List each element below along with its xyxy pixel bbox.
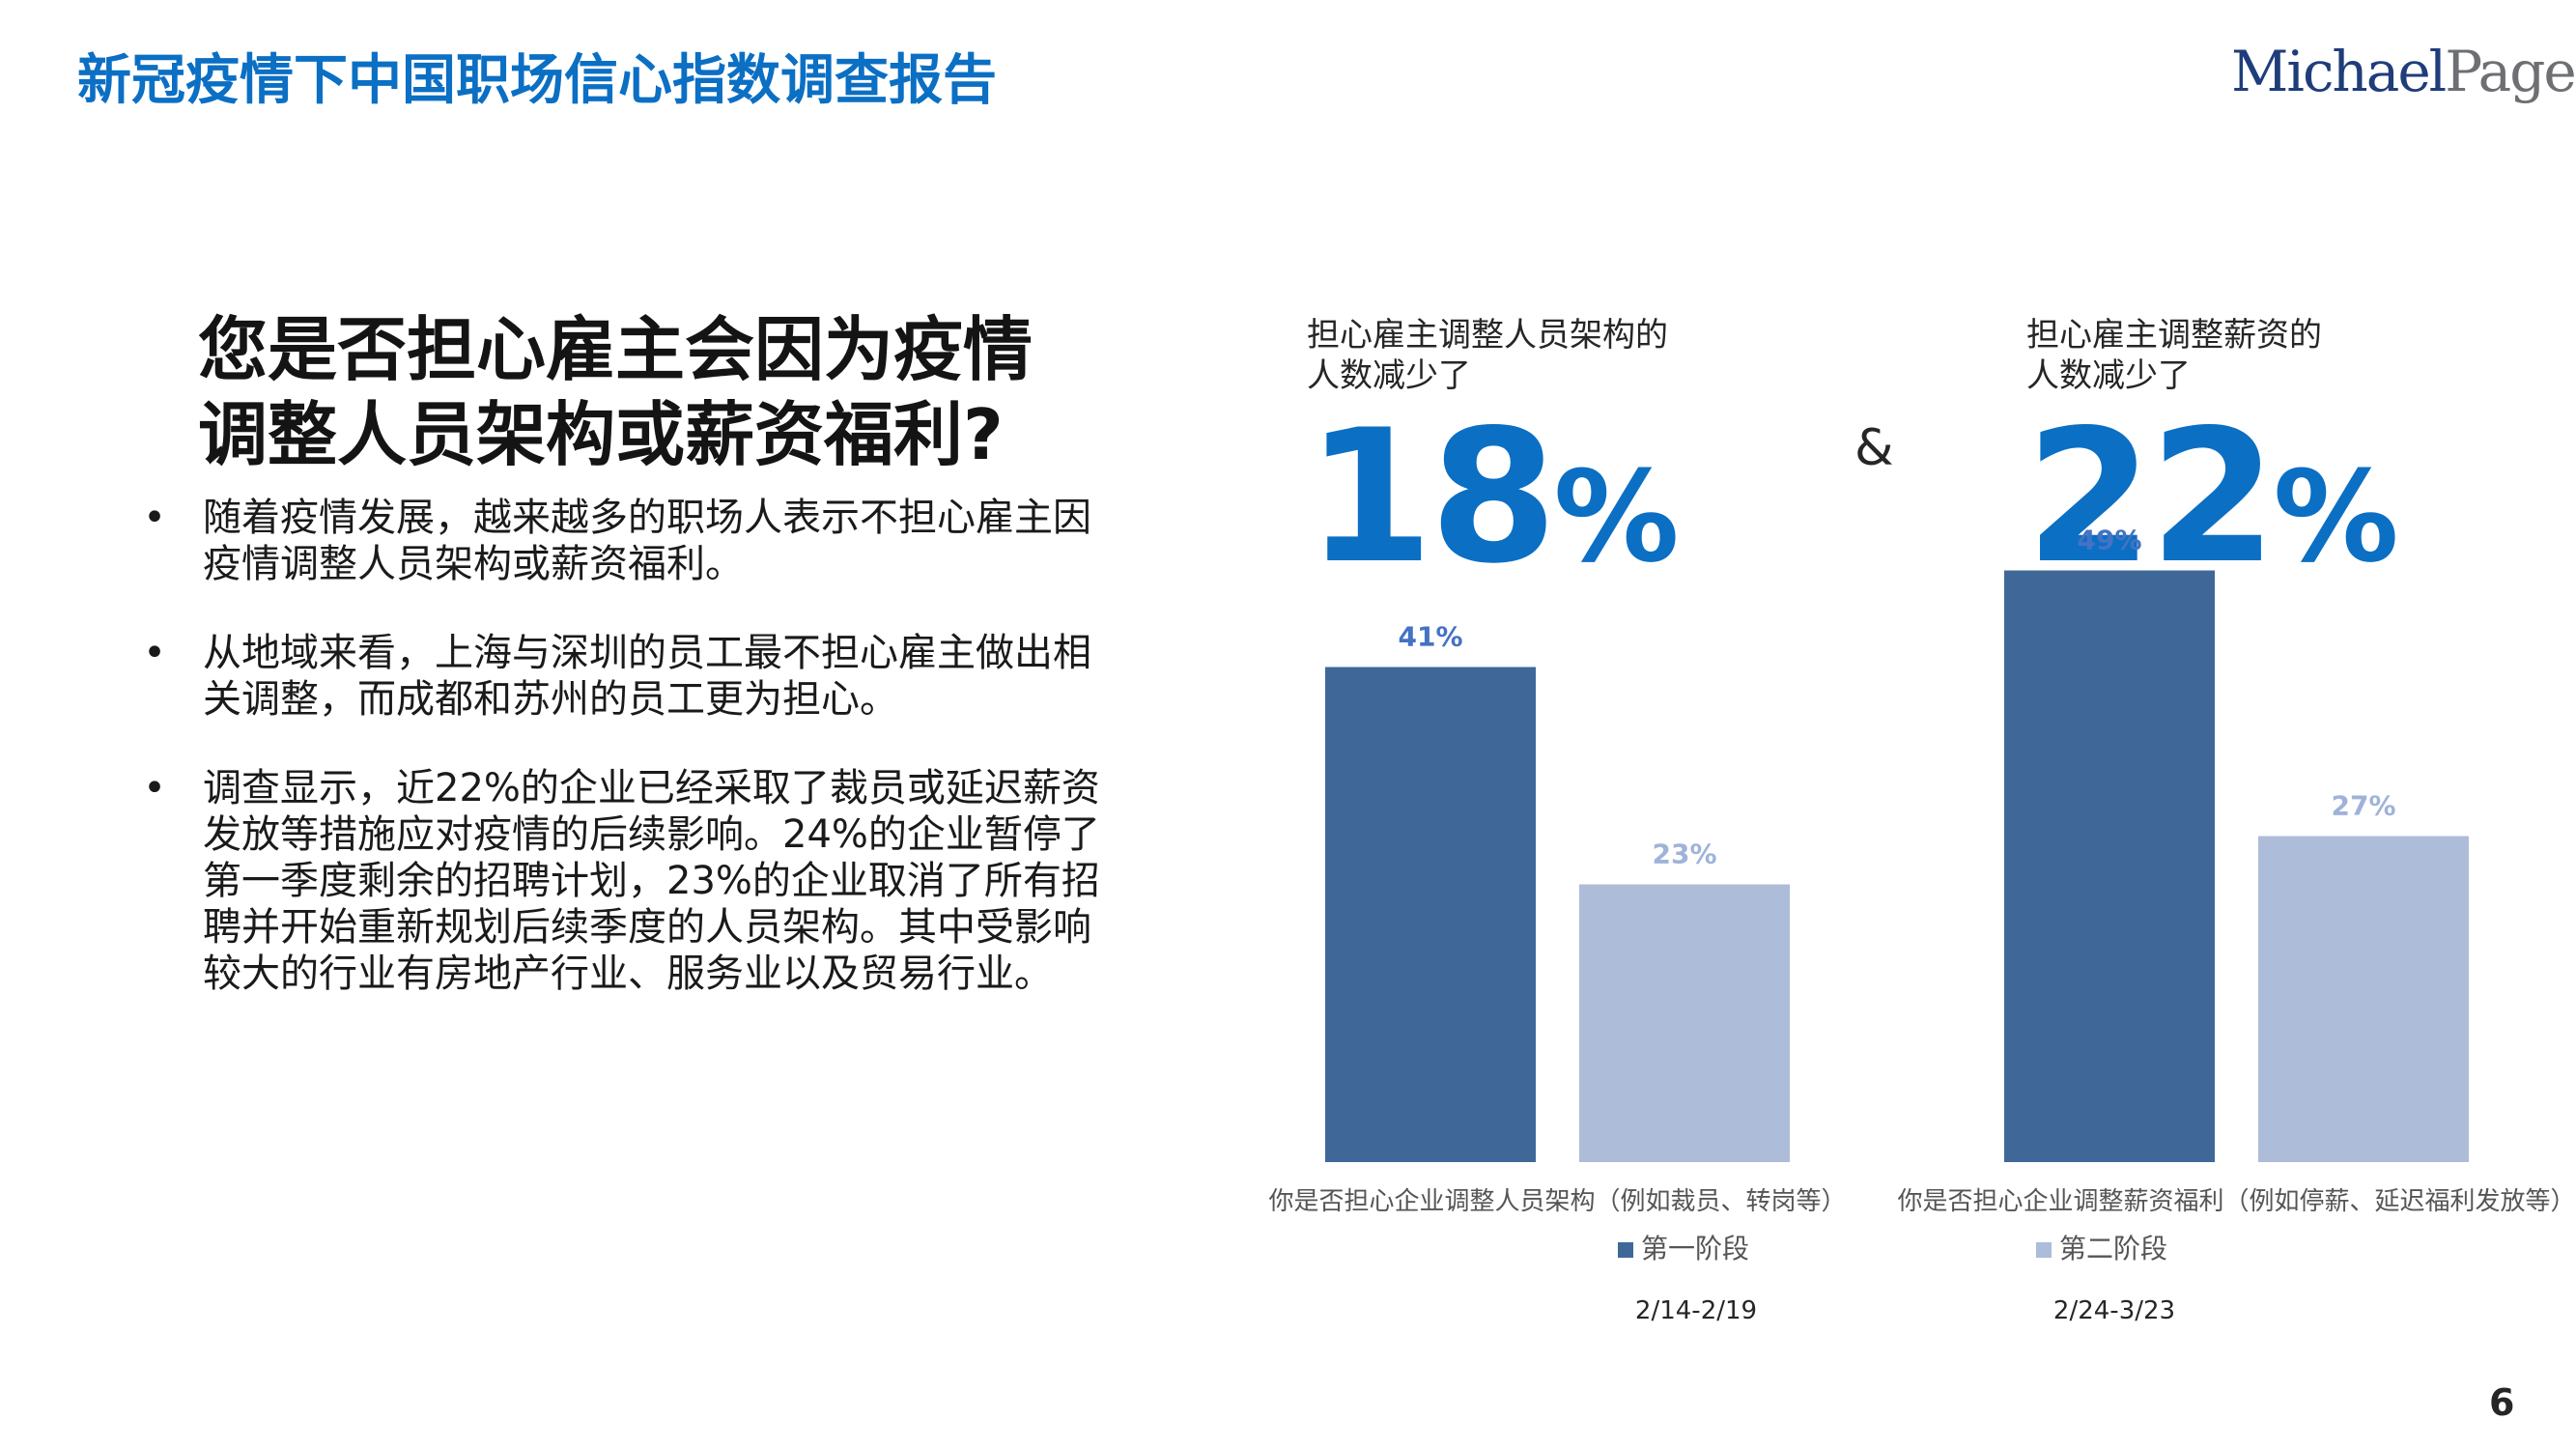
period-label: 2/24-3/23	[2053, 1296, 2175, 1325]
kpi-number: 22	[2025, 390, 2277, 604]
logo-sub-text: Page	[2445, 39, 2576, 104]
bar-value-label: 27%	[2331, 790, 2395, 822]
bar-value-label: 23%	[1652, 838, 1716, 870]
bar	[2004, 570, 2215, 1162]
period-label: 2/14-2/19	[1635, 1296, 1757, 1325]
bullet-line: 聘并开始重新规划后续季度的人员架构。其中受影响	[203, 905, 1091, 950]
bullet-item: • 随着疫情发展，越来越多的职场人表示不担心雇主因 疫情调整人员架构或薪资福利。	[135, 495, 1101, 587]
bullet-line: 第一季度剩余的招聘计划，23%的企业取消了所有招	[203, 859, 1100, 903]
question-line: 调整人员架构或薪资福利?	[198, 394, 1004, 475]
category-label: 你是否担心企业调整薪资福利（例如停薪、延迟福利发放等）	[1897, 1187, 2575, 1216]
question-line: 您是否担心雇主会因为疫情	[198, 309, 1033, 390]
bar-value-label: 41%	[1398, 621, 1462, 653]
kpi-value-salary: 22%	[2025, 406, 2399, 589]
legend-swatch	[1618, 1242, 1633, 1258]
page-number: 6	[2489, 1381, 2515, 1424]
legend-label: 第二阶段	[2059, 1233, 2167, 1264]
bar-value-label: 49%	[2077, 525, 2141, 556]
bullet-line: 发放等措施应对疫情的后续影响。24%的企业暂停了	[203, 812, 1100, 857]
bullet-line: 关调整，而成都和苏州的员工更为担心。	[203, 677, 898, 722]
question-heading: 您是否担心雇主会因为疫情 调整人员架构或薪资福利?	[198, 307, 1067, 477]
bullet-item: • 调查显示，近22%的企业已经采取了裁员或延迟薪资 发放等措施应对疫情的后续影…	[135, 765, 1101, 997]
michael-page-logo: MichaelPage	[2231, 39, 2576, 104]
kpi-label-line: 人数减少了	[1307, 356, 1471, 395]
kpi-unit: %	[2273, 443, 2399, 590]
kpi-unit: %	[1553, 443, 1680, 590]
kpi-number: 18	[1306, 390, 1557, 604]
bullet-line: 疫情调整人员架构或薪资福利。	[203, 542, 744, 586]
bar	[2258, 836, 2469, 1162]
bullet-line: 较大的行业有房地产行业、服务业以及贸易行业。	[203, 952, 1053, 996]
kpi-label-line: 担心雇主调整人员架构的	[1307, 316, 1668, 355]
bullet-item: • 从地域来看，上海与深圳的员工最不担心雇主做出相 关调整，而成都和苏州的员工更…	[135, 630, 1101, 723]
bullet-dot: •	[143, 496, 166, 540]
legend-swatch	[2036, 1242, 2052, 1258]
kpi-label-line: 担心雇主调整薪资的	[2026, 316, 2322, 355]
category-label: 你是否担心企业调整人员架构（例如裁员、转岗等）	[1268, 1187, 1846, 1216]
bullet-line: 调查显示，近22%的企业已经采取了裁员或延迟薪资	[203, 766, 1100, 810]
legend-label: 第一阶段	[1641, 1233, 1749, 1264]
kpi-value-structure: 18%	[1306, 406, 1680, 589]
bullet-line: 随着疫情发展，越来越多的职场人表示不担心雇主因	[203, 496, 1091, 540]
logo-main-text: Michael	[2231, 39, 2447, 104]
kpi-label-salary: 担心雇主调整薪资的 人数减少了	[2026, 315, 2322, 396]
page-title: 新冠疫情下中国职场信心指数调查报告	[77, 49, 997, 112]
bullet-line: 从地域来看，上海与深圳的员工最不担心雇主做出相	[203, 631, 1091, 675]
kpi-label-line: 人数减少了	[2026, 356, 2191, 395]
kpi-label-structure: 担心雇主调整人员架构的 人数减少了	[1307, 315, 1668, 396]
bar	[1325, 667, 1536, 1162]
bullet-dot: •	[143, 766, 166, 810]
bar	[1579, 884, 1790, 1162]
bullet-dot: •	[143, 631, 166, 675]
ampersand-connector: &	[1854, 419, 1894, 477]
bullet-list: • 随着疫情发展，越来越多的职场人表示不担心雇主因 疫情调整人员架构或薪资福利。…	[135, 495, 1101, 1039]
